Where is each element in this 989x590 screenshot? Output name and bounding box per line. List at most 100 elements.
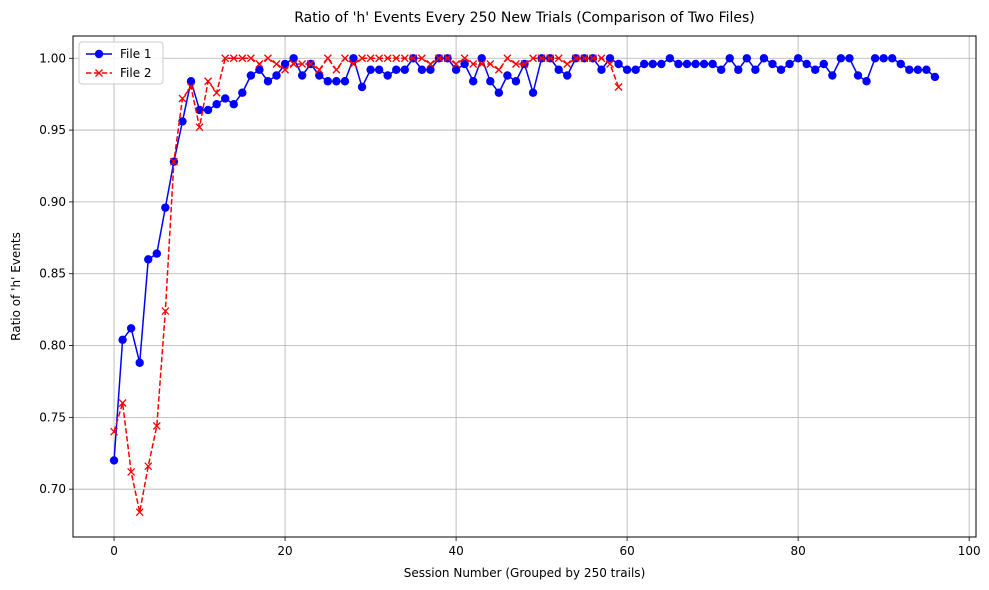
data-point — [451, 65, 461, 74]
data-point — [323, 77, 333, 86]
data-point — [793, 54, 803, 63]
data-point — [520, 60, 529, 68]
data-point — [221, 94, 230, 103]
y-tick-label: 1.00 — [39, 51, 66, 65]
data-point — [631, 65, 640, 74]
series-1 — [109, 54, 940, 465]
x-axis-ticks: 0 20 40 60 80 100 — [110, 537, 981, 558]
data-point — [229, 54, 238, 63]
series-line — [113, 57, 620, 513]
data-point — [417, 65, 427, 74]
data-point — [879, 54, 888, 63]
data-point — [657, 59, 666, 69]
data-point — [186, 77, 196, 86]
data-point — [503, 54, 512, 63]
data-point — [896, 59, 905, 69]
data-point — [887, 54, 897, 63]
data-point — [597, 65, 606, 74]
data-point — [178, 94, 187, 103]
data-point — [109, 456, 119, 465]
data-point — [315, 71, 324, 80]
legend: File 1 File 2 — [78, 41, 164, 85]
data-point — [819, 59, 828, 69]
data-point — [272, 71, 281, 80]
data-point — [605, 54, 615, 63]
data-point — [597, 54, 606, 63]
data-point — [135, 508, 144, 517]
y-tick-label: 0.90 — [39, 195, 66, 209]
y-axis-ticks: 0.70 0.75 0.80 0.85 0.90 0.95 1.00 — [39, 51, 73, 496]
legend-marker — [95, 69, 103, 77]
data-point — [212, 88, 221, 97]
legend-label: File 2 — [120, 66, 152, 80]
data-point — [426, 65, 435, 74]
data-point — [460, 59, 469, 69]
x-tick-label: 100 — [958, 544, 981, 558]
series-layer — [109, 54, 940, 517]
data-point — [349, 54, 358, 63]
data-point — [289, 54, 298, 63]
data-point — [922, 65, 931, 74]
data-point — [648, 59, 657, 69]
series-line — [113, 57, 936, 461]
data-point — [203, 105, 213, 115]
data-point — [588, 54, 597, 63]
data-point — [614, 83, 623, 91]
data-point — [221, 54, 230, 63]
data-point — [349, 60, 358, 68]
data-point — [511, 77, 521, 86]
data-point — [905, 65, 914, 74]
data-point — [477, 60, 486, 68]
data-point — [400, 54, 409, 63]
data-point — [340, 77, 350, 86]
data-point — [357, 82, 367, 92]
data-point — [554, 65, 563, 74]
y-tick-label: 0.85 — [39, 267, 66, 281]
data-point — [785, 59, 794, 69]
y-tick-label: 0.80 — [39, 339, 66, 353]
data-point — [238, 88, 247, 97]
data-point — [691, 59, 700, 69]
data-point — [392, 54, 401, 63]
data-point — [118, 335, 127, 344]
data-point — [161, 307, 170, 316]
data-point — [486, 60, 495, 68]
x-axis-title: Session Number (Grouped by 250 trails) — [404, 566, 646, 580]
data-point — [340, 54, 349, 63]
data-point — [366, 54, 375, 63]
data-point — [272, 60, 281, 68]
data-point — [400, 65, 409, 74]
data-point — [127, 467, 136, 476]
data-point — [110, 427, 119, 436]
data-point — [281, 65, 290, 74]
legend-marker — [94, 49, 104, 59]
data-point — [606, 60, 614, 68]
y-tick-label: 0.95 — [39, 123, 66, 137]
data-point — [699, 59, 709, 69]
data-point — [580, 54, 589, 63]
data-point — [187, 83, 195, 91]
x-tick-label: 80 — [790, 544, 805, 558]
data-point — [426, 60, 435, 68]
data-point — [169, 157, 178, 166]
data-point — [144, 255, 153, 264]
data-point — [135, 358, 144, 367]
data-point — [392, 65, 401, 74]
y-tick-label: 0.75 — [39, 410, 66, 424]
data-point — [811, 65, 820, 74]
data-point — [332, 77, 341, 86]
data-point — [708, 59, 717, 69]
data-point — [503, 71, 512, 80]
data-point — [417, 54, 426, 63]
x-tick-label: 20 — [277, 544, 292, 558]
legend-label: File 1 — [120, 47, 152, 61]
plot-frame — [72, 35, 977, 538]
data-point — [802, 59, 811, 69]
data-point — [118, 399, 127, 407]
data-point — [716, 65, 726, 74]
data-point — [494, 65, 503, 74]
data-point — [152, 249, 162, 258]
data-point — [742, 54, 752, 63]
data-point — [195, 123, 204, 132]
